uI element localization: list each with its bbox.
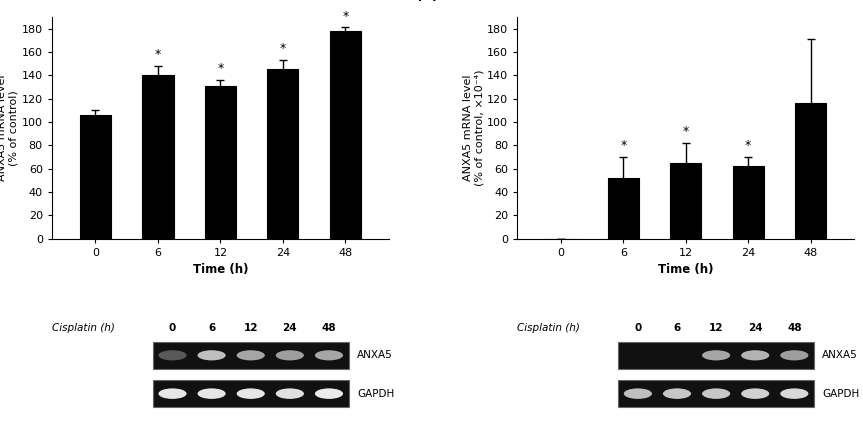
Ellipse shape	[741, 388, 769, 399]
Text: Cisplatin (h): Cisplatin (h)	[517, 323, 580, 333]
Text: 24: 24	[282, 323, 297, 333]
Text: 6: 6	[208, 323, 215, 333]
Bar	[205, 86, 236, 238]
Bar	[142, 75, 173, 238]
Ellipse shape	[741, 350, 769, 360]
Text: 0: 0	[169, 323, 176, 333]
Text: 12: 12	[243, 323, 258, 333]
Bar	[80, 115, 111, 238]
Text: 48: 48	[322, 323, 337, 333]
Text: NRK-52E: NRK-52E	[476, 0, 544, 2]
Text: *: *	[217, 62, 224, 75]
Ellipse shape	[159, 388, 186, 399]
FancyBboxPatch shape	[153, 342, 349, 369]
Text: *: *	[620, 139, 627, 152]
Bar	[795, 103, 826, 238]
Ellipse shape	[702, 350, 730, 360]
Ellipse shape	[276, 388, 304, 399]
Ellipse shape	[236, 388, 265, 399]
Text: *: *	[683, 125, 689, 138]
Text: 6: 6	[673, 323, 681, 333]
Ellipse shape	[315, 388, 343, 399]
Text: 12: 12	[709, 323, 723, 333]
X-axis label: Time (h): Time (h)	[192, 263, 249, 276]
Ellipse shape	[198, 388, 226, 399]
Ellipse shape	[780, 388, 809, 399]
Ellipse shape	[702, 388, 730, 399]
Ellipse shape	[780, 350, 809, 360]
Ellipse shape	[276, 350, 304, 360]
Text: 24: 24	[748, 323, 763, 333]
Y-axis label: ANXA5 mRNA level
(% of control): ANXA5 mRNA level (% of control)	[0, 74, 19, 181]
FancyBboxPatch shape	[618, 342, 814, 369]
FancyBboxPatch shape	[153, 380, 349, 408]
X-axis label: Time (h): Time (h)	[658, 263, 714, 276]
Text: ANXA5: ANXA5	[357, 350, 393, 360]
Bar	[671, 163, 702, 238]
Ellipse shape	[159, 350, 186, 360]
Text: GAPDH: GAPDH	[822, 389, 860, 399]
Text: *: *	[154, 48, 161, 61]
Bar	[608, 178, 639, 238]
Text: (B): (B)	[416, 0, 439, 2]
Ellipse shape	[624, 388, 652, 399]
Text: 0: 0	[634, 323, 641, 333]
Text: *: *	[342, 10, 349, 23]
Ellipse shape	[663, 388, 691, 399]
FancyBboxPatch shape	[618, 380, 814, 408]
Text: Cisplatin (h): Cisplatin (h)	[52, 323, 115, 333]
Y-axis label: ANXA5 mRNA level
(% of control, ×10⁻⁴): ANXA5 mRNA level (% of control, ×10⁻⁴)	[463, 70, 484, 186]
Bar	[330, 31, 361, 238]
Text: *: *	[280, 42, 286, 55]
Text: GAPDH: GAPDH	[357, 389, 394, 399]
Bar	[268, 69, 299, 238]
Text: HK-2: HK-2	[11, 0, 48, 2]
Ellipse shape	[236, 350, 265, 360]
Ellipse shape	[315, 350, 343, 360]
Bar	[733, 166, 764, 238]
Text: ANXA5: ANXA5	[822, 350, 858, 360]
Text: 48: 48	[787, 323, 802, 333]
Text: *: *	[745, 139, 752, 152]
Ellipse shape	[198, 350, 226, 360]
